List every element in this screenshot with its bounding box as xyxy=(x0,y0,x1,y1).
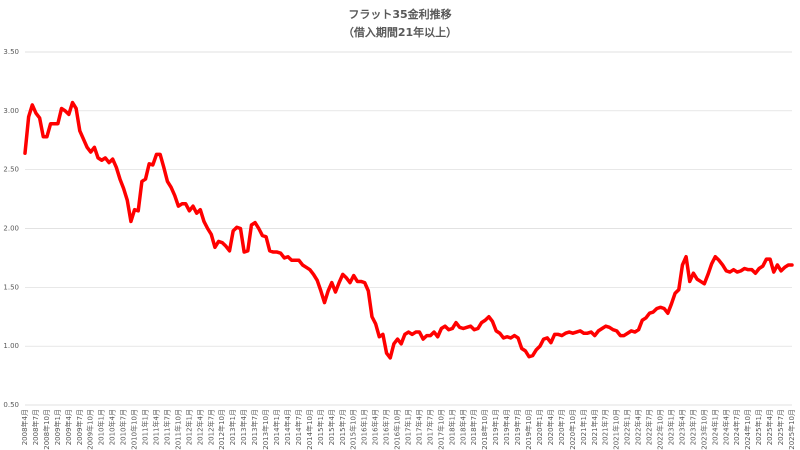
x-tick-label: 2022年10月 xyxy=(656,409,665,450)
y-tick-label: 3.50 xyxy=(3,48,19,56)
x-tick-label: 2019年10月 xyxy=(524,409,533,450)
x-tick-label: 2008年4月 xyxy=(20,409,29,445)
x-tick-label: 2025年7月 xyxy=(776,409,785,445)
chart-title: フラット35金利推移 xyxy=(348,7,451,21)
x-tick-label: 2019年4月 xyxy=(502,409,511,445)
x-tick-label: 2014年4月 xyxy=(283,409,292,445)
y-tick-label: 0.50 xyxy=(3,401,19,409)
x-tick-label: 2023年7月 xyxy=(688,409,697,445)
x-tick-label: 2014年7月 xyxy=(294,409,303,445)
x-tick-label: 2023年1月 xyxy=(666,409,675,445)
x-tick-label: 2013年7月 xyxy=(250,409,259,445)
x-tick-label: 2018年10月 xyxy=(480,409,489,450)
x-tick-label: 2009年10月 xyxy=(86,409,95,450)
x-tick-label: 2024年7月 xyxy=(732,409,741,445)
x-tick-label: 2022年7月 xyxy=(645,409,654,445)
x-tick-label: 2017年4月 xyxy=(414,409,423,445)
x-tick-label: 2022年1月 xyxy=(623,409,632,445)
x-tick-label: 2025年4月 xyxy=(765,409,774,445)
x-tick-label: 2019年7月 xyxy=(513,409,522,445)
x-tick-label: 2018年1月 xyxy=(447,409,456,445)
x-tick-label: 2010年7月 xyxy=(119,409,128,445)
x-tick-label: 2016年1月 xyxy=(360,409,369,445)
x-tick-label: 2021年10月 xyxy=(612,409,621,450)
x-tick-label: 2015年1月 xyxy=(316,409,325,445)
x-tick-label: 2020年4月 xyxy=(546,409,555,445)
x-tick-label: 2021年1月 xyxy=(579,409,588,445)
x-tick-label: 2009年1月 xyxy=(53,409,62,445)
x-tick-label: 2009年7月 xyxy=(75,409,84,445)
y-tick-label: 3.00 xyxy=(3,107,19,115)
x-tick-label: 2017年10月 xyxy=(436,409,445,450)
x-tick-label: 2013年4月 xyxy=(239,409,248,445)
x-tick-label: 2025年10月 xyxy=(787,409,796,450)
x-tick-label: 2008年7月 xyxy=(31,409,40,445)
x-tick-label: 2024年1月 xyxy=(710,409,719,445)
x-tick-label: 2015年4月 xyxy=(327,409,336,445)
x-tick-label: 2018年4月 xyxy=(458,409,467,445)
x-tick-label: 2013年10月 xyxy=(261,409,270,450)
x-tick-label: 2024年4月 xyxy=(721,409,730,445)
x-tick-label: 2017年1月 xyxy=(404,409,413,445)
x-tick-label: 2010年4月 xyxy=(108,409,117,445)
x-tick-label: 2011年7月 xyxy=(162,409,171,445)
x-tick-label: 2020年10月 xyxy=(568,409,577,450)
x-tick-label: 2012年4月 xyxy=(195,409,204,445)
x-tick-label: 2018年7月 xyxy=(469,409,478,445)
x-tick-label: 2008年10月 xyxy=(42,409,51,450)
x-tick-label: 2020年7月 xyxy=(557,409,566,445)
x-tick-label: 2011年4月 xyxy=(151,409,160,445)
x-tick-label: 2016年7月 xyxy=(382,409,391,445)
x-tick-label: 2023年10月 xyxy=(699,409,708,450)
x-tick-label: 2022年4月 xyxy=(634,409,643,445)
x-tick-label: 2012年10月 xyxy=(217,409,226,450)
x-tick-label: 2012年7月 xyxy=(206,409,215,445)
x-tick-label: 2020年1月 xyxy=(535,409,544,445)
x-tick-label: 2017年7月 xyxy=(425,409,434,445)
x-tick-label: 2015年10月 xyxy=(349,409,358,450)
x-tick-label: 2021年4月 xyxy=(590,409,599,445)
x-tick-label: 2013年1月 xyxy=(228,409,237,445)
x-tick-label: 2023年4月 xyxy=(677,409,686,445)
x-tick-label: 2011年10月 xyxy=(173,409,182,450)
data-line xyxy=(23,100,794,360)
y-tick-label: 1.00 xyxy=(3,342,19,350)
x-tick-label: 2016年4月 xyxy=(371,409,380,445)
x-tick-label: 2024年10月 xyxy=(743,409,752,450)
x-tick-label: 2025年1月 xyxy=(754,409,763,445)
x-tick-label: 2014年1月 xyxy=(272,409,281,445)
x-tick-label: 2021年7月 xyxy=(601,409,610,445)
y-tick-label: 1.50 xyxy=(3,283,19,291)
x-tick-label: 2015年7月 xyxy=(338,409,347,445)
chart-subtitle: （借入期間21年以上） xyxy=(343,25,457,39)
x-tick-label: 2010年1月 xyxy=(97,409,106,445)
x-tick-label: 2012年1月 xyxy=(184,409,193,445)
y-tick-label: 2.00 xyxy=(3,225,19,233)
y-tick-label: 2.50 xyxy=(3,166,19,174)
x-tick-label: 2011年1月 xyxy=(141,409,150,445)
x-tick-label: 2016年10月 xyxy=(393,409,402,450)
x-tick-label: 2010年10月 xyxy=(130,409,139,450)
x-tick-label: 2014年10月 xyxy=(305,409,314,450)
x-tick-label: 2019年1月 xyxy=(491,409,500,445)
x-tick-label: 2009年4月 xyxy=(64,409,73,445)
